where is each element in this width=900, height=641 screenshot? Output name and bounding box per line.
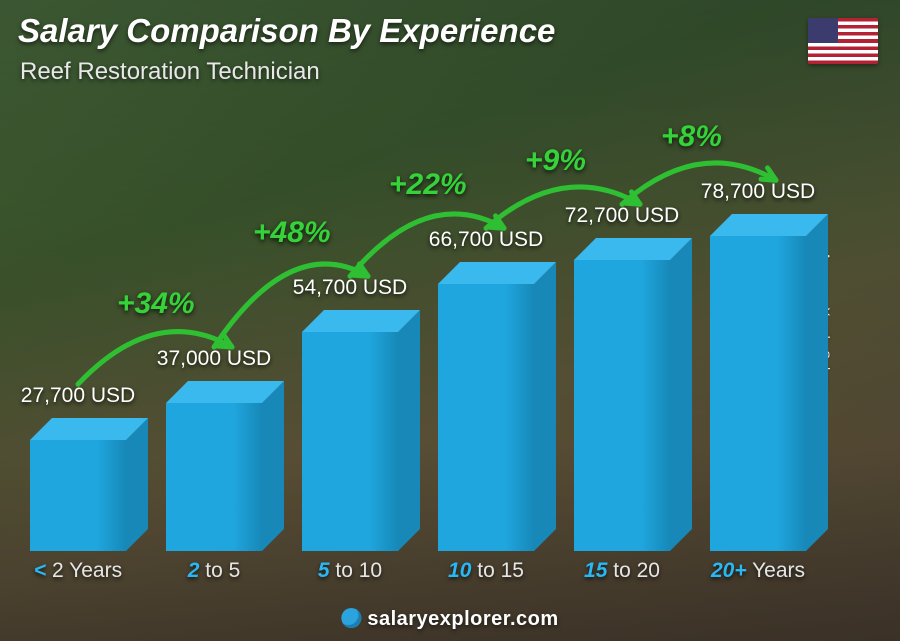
growth-label: +8%	[661, 120, 722, 154]
growth-arc-icon	[30, 110, 850, 591]
subtitle: Reef Restoration Technician	[20, 58, 320, 86]
page-title: Salary Comparison By Experience	[18, 12, 555, 50]
stage: Salary Comparison By Experience Reef Res…	[0, 0, 900, 641]
source-label: salaryexplorer.com	[367, 608, 558, 630]
flag-usa	[808, 18, 878, 64]
bar-chart: 27,700 USD< 2 Years37,000 USD2 to 554,70…	[30, 110, 850, 591]
logo-icon	[341, 608, 361, 628]
source-footer: salaryexplorer.com	[341, 608, 558, 631]
